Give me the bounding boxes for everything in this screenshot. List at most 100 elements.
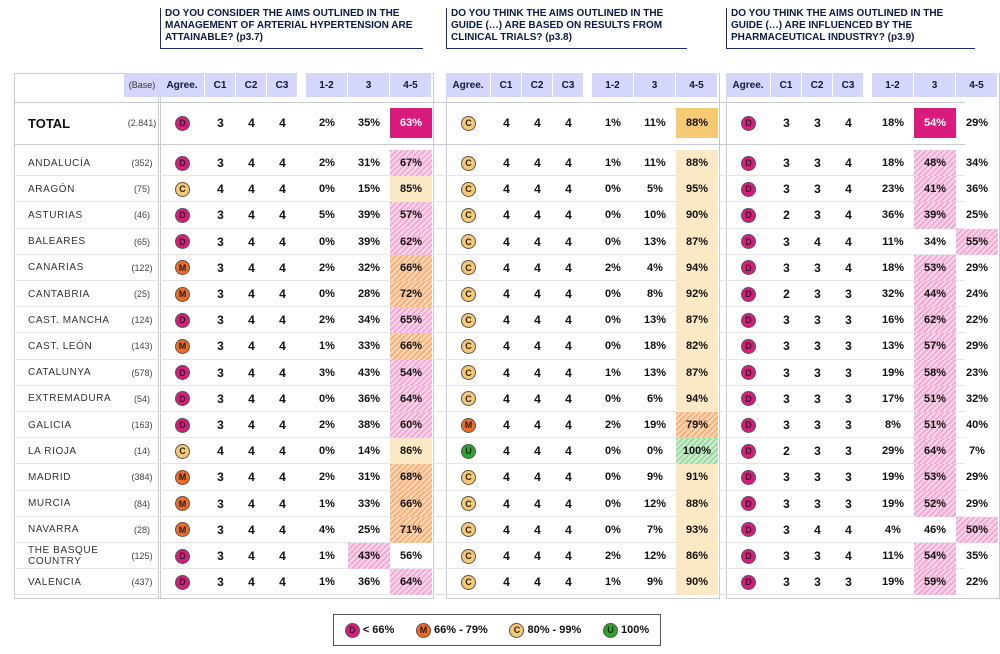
row-separator (14, 253, 965, 255)
pct-3-cell: 35% (357, 117, 381, 129)
pct-3-cell: 13% (643, 235, 667, 248)
agree-cell: D (726, 229, 771, 255)
c3-cell: 3 (845, 496, 852, 511)
pct-3-cell: 4% (647, 261, 663, 274)
pct-3-cell: 13% (643, 366, 667, 379)
agree-cell: D (160, 106, 205, 140)
table-row: C 4 4 4 1% 11% 88% (446, 150, 718, 177)
c1-cell: 3 (217, 260, 224, 275)
agree-dot-c: C (461, 234, 476, 250)
pct-4-5-cell: 66% (390, 333, 432, 360)
column-gap (298, 307, 306, 333)
c3-cell: 4 (845, 182, 852, 197)
pct-4-5-cell: 90% (676, 202, 718, 229)
pct-4-5-cell: 25% (965, 209, 989, 222)
c2-cell: 4 (248, 418, 255, 433)
agree-cell: D (160, 229, 205, 255)
agree-cell: D (726, 569, 771, 595)
pct-1-2-cell: 0% (319, 392, 335, 405)
table-row: C 4 4 4 0% 15% 85% (160, 176, 432, 203)
c2-cell: 4 (248, 391, 255, 406)
agree-dot-c: C (461, 286, 476, 302)
c2-cell: 4 (534, 156, 541, 171)
pct-1-2-cell: 0% (605, 209, 621, 222)
c3-cell: 4 (565, 470, 572, 485)
row-label: MADRID (28, 471, 72, 483)
column-gap (864, 464, 872, 490)
c2-cell: 4 (534, 549, 541, 564)
agree-dot-u: U (461, 443, 476, 459)
row-label: CANARIAS (28, 262, 84, 274)
agree-dot-d: D (175, 234, 190, 250)
c1-cell: 4 (217, 182, 224, 197)
c3-cell: 4 (565, 496, 572, 511)
c1-cell: 2 (783, 444, 790, 459)
pct-4-5-cell: 54% (390, 359, 432, 386)
legend-label: 66% - 79% (434, 624, 488, 636)
pct-4-5-cell: 71% (390, 516, 432, 543)
agree-dot-m: M (175, 260, 190, 276)
c3-cell: 3 (845, 287, 852, 302)
column-header-c3: C3 (553, 73, 584, 97)
c3-cell: 4 (279, 365, 286, 380)
agree-dot-d: D (741, 496, 756, 512)
pct-4-5-cell: 24% (965, 288, 989, 301)
agree-cell: D (726, 150, 771, 176)
pct-3-cell: 39% (357, 209, 381, 222)
pct-1-2-cell: 0% (605, 392, 621, 405)
table-row: D 3 3 3 16% 62% 22% (726, 307, 998, 334)
column-gap (864, 281, 872, 307)
c3-cell: 4 (279, 260, 286, 275)
agree-cell: C (446, 176, 491, 202)
legend-item-d: D < 66% (344, 622, 394, 638)
agree-dot-c: C (461, 391, 476, 407)
pct-4-5-cell: 35% (965, 550, 989, 563)
c2-cell: 4 (534, 391, 541, 406)
row-separator (14, 144, 965, 145)
c2-cell: 4 (534, 234, 541, 249)
column-header-c2: C2 (522, 73, 553, 97)
c1-cell: 3 (217, 287, 224, 302)
c2-cell: 4 (534, 444, 541, 459)
c1-cell: 4 (503, 234, 510, 249)
row-base: (2.841) (127, 118, 157, 128)
pct-4-5-cell: 55% (956, 228, 998, 255)
c2-cell: 4 (534, 522, 541, 537)
pct-1-2-cell: 0% (319, 445, 335, 458)
pct-3-cell: 62% (914, 307, 956, 334)
pct-1-2-cell: 36% (881, 209, 905, 222)
row-base: (122) (131, 262, 153, 273)
agree-dot-c: C (461, 115, 476, 131)
pct-1-2-cell: 1% (605, 117, 621, 129)
row-base: (125) (131, 551, 153, 562)
table-row: M 3 4 4 0% 28% 72% (160, 281, 432, 308)
c3-cell: 4 (565, 339, 572, 354)
pct-3-cell: 10% (643, 209, 667, 222)
pct-4-5-cell: 64% (390, 569, 432, 596)
pct-1-2-cell: 13% (881, 340, 905, 353)
c1-cell: 4 (503, 287, 510, 302)
pct-1-2-cell: 2% (319, 261, 335, 274)
row-label: BALEARES (28, 236, 86, 248)
row-base: (28) (133, 524, 150, 535)
column-gap (298, 386, 306, 412)
c2-cell: 3 (814, 116, 821, 130)
base-header: (Base) (124, 73, 160, 97)
c1-cell: 3 (783, 575, 790, 590)
c3-cell: 4 (565, 287, 572, 302)
table-row: M 4 4 4 2% 19% 79% (446, 412, 718, 439)
column-gap (298, 73, 306, 97)
agree-cell: D (726, 106, 771, 140)
agree-dot-c: C (175, 443, 190, 459)
legend-dot-d: D (344, 622, 360, 638)
column-gap (298, 438, 306, 464)
column-gap (584, 106, 592, 140)
row-label: ARAGÓN (28, 183, 75, 195)
pct-4-5-cell: 66% (390, 254, 432, 281)
pct-1-2-cell: 0% (319, 183, 335, 196)
table-row: C 4 4 4 1% 11% 88% (446, 106, 718, 140)
column-gap (584, 386, 592, 412)
agree-cell: D (726, 438, 771, 464)
agree-cell: C (446, 464, 491, 490)
column-gap (584, 333, 592, 359)
